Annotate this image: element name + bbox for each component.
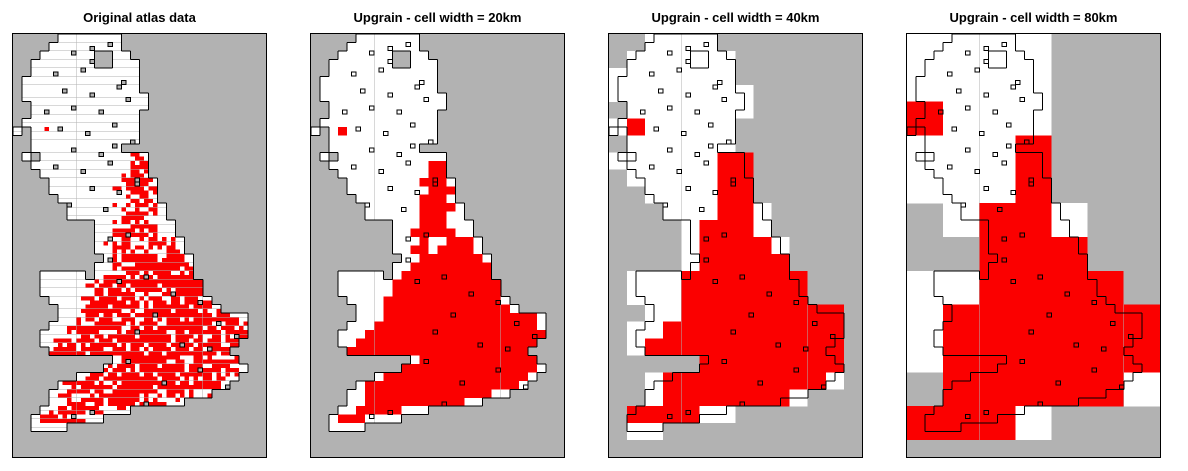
panel-original-atlas: Original atlas data xyxy=(12,8,267,458)
panel-upgrain-80km: Upgrain - cell width = 80km xyxy=(906,8,1161,458)
panel-upgrain-40km: Upgrain - cell width = 40km xyxy=(608,8,863,458)
panel-title-20km: Upgrain - cell width = 20km xyxy=(353,10,522,25)
map-upgrain-20km xyxy=(310,33,565,458)
panel-upgrain-20km: Upgrain - cell width = 20km xyxy=(310,8,565,458)
map-upgrain-40km xyxy=(608,33,863,458)
panel-title-80km: Upgrain - cell width = 80km xyxy=(949,10,1118,25)
map-upgrain-80km xyxy=(906,33,1161,458)
map-original-atlas xyxy=(12,33,267,458)
panel-title-40km: Upgrain - cell width = 40km xyxy=(651,10,820,25)
panel-title-original: Original atlas data xyxy=(83,10,196,25)
